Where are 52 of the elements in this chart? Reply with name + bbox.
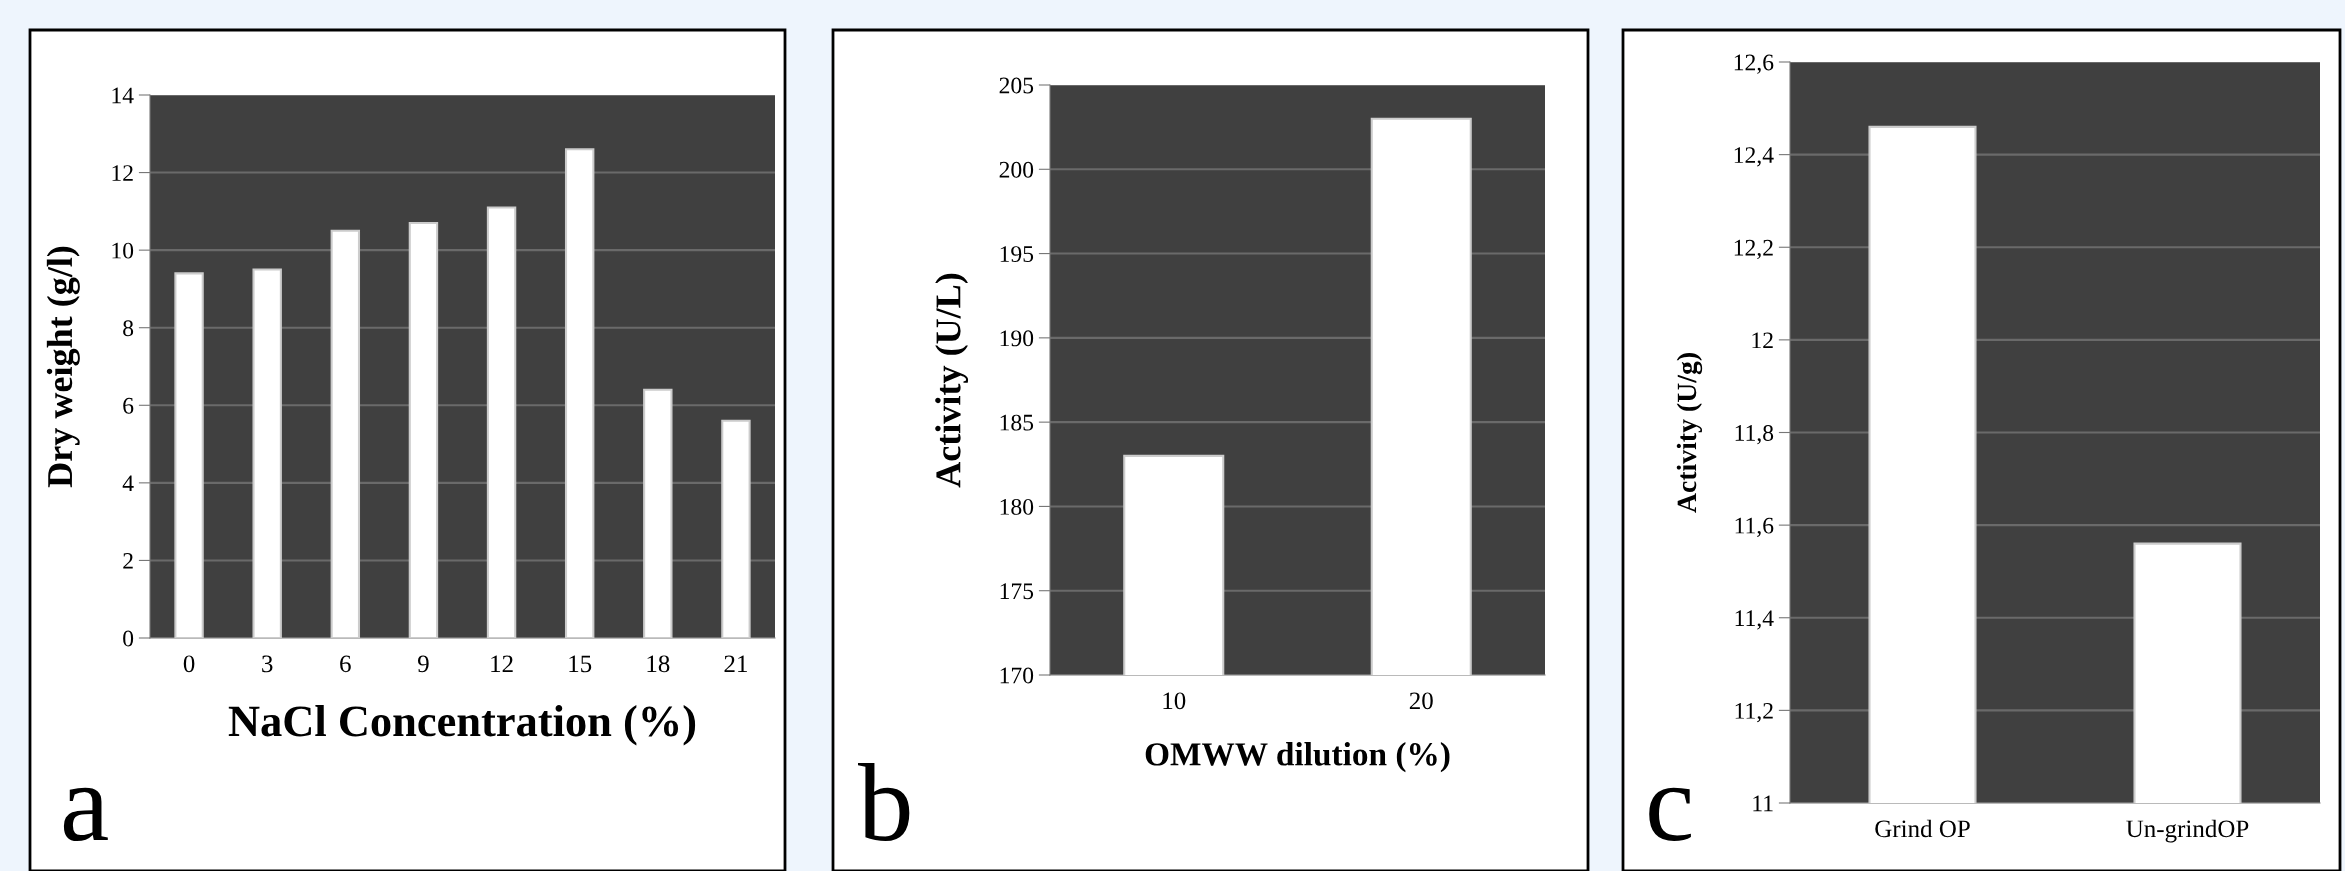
x-tick-label: 6 bbox=[340, 655, 351, 673]
y-tick-label: 200 bbox=[999, 161, 1034, 178]
x-tick-label: 18 bbox=[647, 655, 670, 673]
y-tick-label: 4 bbox=[122, 475, 134, 492]
x-tick-label: 9 bbox=[417, 655, 429, 673]
y-tick-label: 11,4 bbox=[1735, 610, 1774, 630]
y-tick-label: 14 bbox=[112, 87, 134, 104]
y-tick-label: 170 bbox=[1000, 667, 1034, 684]
text: b bbox=[858, 762, 910, 842]
y-tick-label: 6 bbox=[123, 397, 134, 414]
x-tick-label: 20 bbox=[1409, 692, 1433, 710]
bar bbox=[486, 206, 517, 638]
y-tick-label: 180 bbox=[1000, 498, 1034, 515]
y-tick-label: 12 bbox=[1752, 332, 1773, 349]
y-tick-label: 11 bbox=[1753, 795, 1773, 812]
bar bbox=[643, 388, 673, 638]
bar bbox=[721, 419, 751, 638]
x-tick-label: 0 bbox=[183, 655, 195, 673]
x-axis-title: OMWW dilution (%) bbox=[1145, 742, 1450, 773]
y-axis-title: Activity (U/g) bbox=[1676, 353, 1703, 513]
x-tick-label: 3 bbox=[262, 655, 273, 673]
y-tick-label: 11,6 bbox=[1735, 517, 1774, 537]
x-axis-title: NaCl Concentration (%) bbox=[228, 705, 696, 746]
y-tick-label: 12,2 bbox=[1734, 239, 1773, 260]
bar bbox=[564, 148, 595, 638]
text: a bbox=[63, 787, 108, 842]
y-tick-label: 0 bbox=[123, 630, 134, 647]
y-tick-label: 185 bbox=[1000, 414, 1034, 431]
x-tick-label: Un-grindOP bbox=[2126, 819, 2249, 843]
y-tick-label: 205 bbox=[999, 77, 1034, 94]
bar bbox=[174, 272, 204, 638]
y-tick-label: 2 bbox=[123, 552, 133, 569]
y-tick-label: 190 bbox=[1000, 330, 1034, 347]
text: c bbox=[1649, 787, 1691, 842]
bar bbox=[252, 268, 282, 638]
y-tick-label: 12,6 bbox=[1734, 54, 1774, 74]
y-tick-label: 12 bbox=[112, 165, 133, 181]
y-tick-label: 11,2 bbox=[1735, 702, 1773, 723]
y-tick-label: 10 bbox=[112, 242, 134, 259]
bar bbox=[408, 221, 439, 638]
y-axis-title: Dry weight (g/l) bbox=[46, 246, 80, 488]
x-tick-label: 21 bbox=[724, 655, 747, 673]
x-tick-label: 15 bbox=[569, 655, 592, 673]
y-tick-label: 12,4 bbox=[1734, 147, 1774, 167]
x-tick-label: 12 bbox=[491, 655, 513, 673]
y-tick-label: 175 bbox=[1000, 583, 1034, 600]
y-tick-label: 195 bbox=[1000, 246, 1034, 262]
y-axis-title: Activity (U/L) bbox=[935, 273, 969, 488]
x-tick-label: Grind OP bbox=[1875, 819, 1970, 838]
y-tick-label: 11,8 bbox=[1735, 424, 1774, 445]
y-tick-label: 8 bbox=[123, 320, 134, 337]
bar bbox=[330, 229, 361, 638]
